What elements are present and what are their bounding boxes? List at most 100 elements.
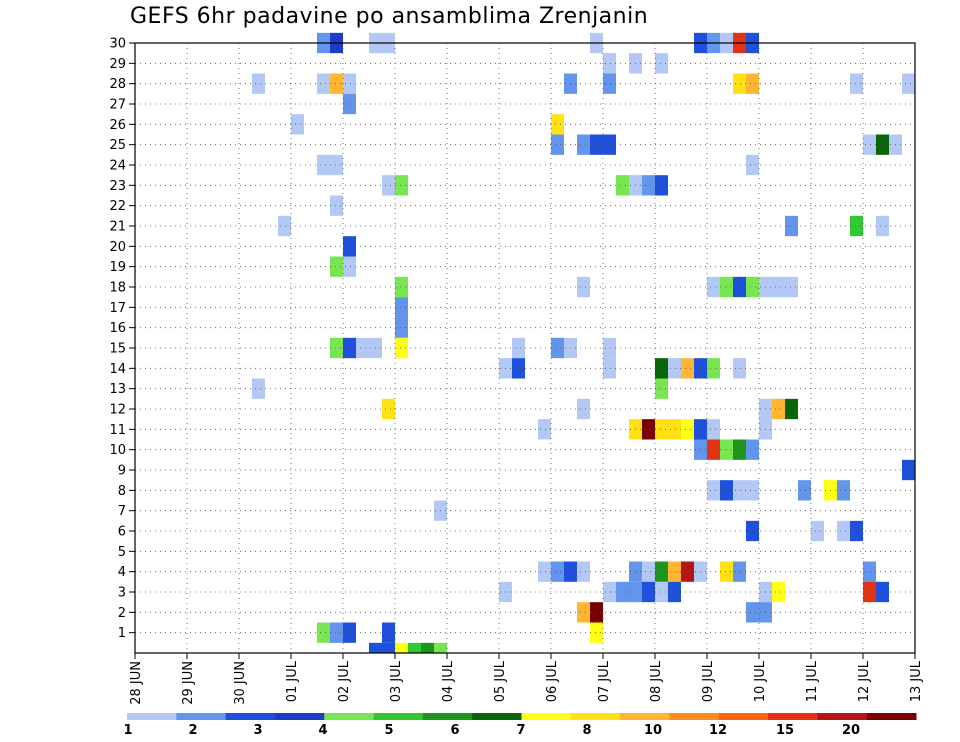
colorbar-segment <box>570 713 621 720</box>
heatmap-cell <box>681 561 694 582</box>
y-tick-label: 2 <box>118 606 126 621</box>
heatmap-cell <box>395 642 408 653</box>
heatmap-cell <box>616 581 629 603</box>
heatmap-cell <box>603 581 616 603</box>
y-tick-label: 17 <box>109 301 126 316</box>
colorbar-label: 10 <box>644 723 662 738</box>
heatmap-cell <box>863 561 876 582</box>
x-tick-label: 05 JUL <box>493 660 508 702</box>
y-tick-label: 10 <box>109 443 126 458</box>
colorbar-segment <box>472 713 522 720</box>
colorbar-label: 8 <box>582 723 591 738</box>
heatmap-cell <box>330 622 343 643</box>
y-tick-label: 16 <box>109 321 126 336</box>
heatmap-cell <box>655 175 668 196</box>
heatmap-cell <box>395 317 408 338</box>
colorbar-segment <box>225 713 276 720</box>
colorbar-segment <box>768 713 818 720</box>
heatmap-cell <box>811 520 824 542</box>
y-tick-label: 25 <box>109 138 126 153</box>
heatmap-cell <box>382 622 395 643</box>
heatmap-cell <box>902 459 915 481</box>
x-tick-label: 06 JUL <box>545 660 560 702</box>
grid-layer <box>135 43 915 653</box>
y-tick-label: 11 <box>109 423 126 438</box>
heatmap-cell <box>408 642 421 653</box>
heatmap-cell <box>395 276 408 298</box>
y-tick-label: 4 <box>118 565 126 580</box>
colorbar-segment <box>127 713 177 720</box>
colorbar-segment <box>620 713 670 720</box>
heatmap-cell <box>668 358 681 379</box>
y-tick-label: 18 <box>109 281 126 296</box>
heatmap-cell <box>317 154 330 176</box>
x-tick-label: 28 JUN <box>129 661 144 705</box>
x-tick-label: 30 JUN <box>233 661 248 705</box>
heatmap-cell <box>850 73 863 94</box>
heatmap-cell <box>655 581 668 603</box>
x-tick-label: 01 JUL <box>285 660 300 702</box>
heatmap-cell <box>278 215 291 237</box>
heatmap-cell <box>434 642 447 653</box>
heatmap-cell <box>590 622 603 643</box>
heatmap-cell <box>902 73 915 94</box>
heatmap-cell <box>668 561 681 582</box>
heatmap-cell <box>590 134 603 155</box>
heatmap-cell <box>551 114 564 135</box>
colorbar-segment <box>373 713 424 720</box>
heatmap-cell <box>733 358 746 379</box>
heatmap-cell <box>785 398 798 420</box>
heatmap-cell <box>746 439 759 460</box>
heatmap-cell <box>733 561 746 582</box>
y-tick-label: 15 <box>109 342 126 357</box>
heatmap-cell <box>577 134 590 155</box>
colorbar-label: 12 <box>709 723 727 738</box>
heatmap-cell <box>577 561 590 582</box>
heatmap-cell <box>369 642 382 653</box>
heatmap-cell <box>356 337 369 359</box>
heatmap-cell <box>655 419 668 440</box>
y-tick-label: 9 <box>118 464 126 479</box>
heatmap-cell <box>603 134 616 155</box>
y-tick-label: 12 <box>109 403 126 418</box>
heatmap-cell <box>733 276 746 298</box>
y-tick-label: 6 <box>118 525 126 540</box>
heatmap-cell <box>876 215 889 237</box>
heatmap-cell <box>642 561 655 582</box>
chart-title: GEFS 6hr padavine po ansamblima Zrenjani… <box>130 4 649 29</box>
colorbar-segment <box>422 713 473 720</box>
heatmap-cell <box>330 337 343 359</box>
heatmap-cell <box>863 134 876 155</box>
x-tick-label: 07 JUL <box>597 660 612 702</box>
heatmap-cell <box>577 276 590 298</box>
colorbar-label: 5 <box>384 723 393 738</box>
heatmap-cell <box>330 73 343 94</box>
heatmap-cell <box>681 358 694 379</box>
y-tick-label: 30 <box>109 37 126 52</box>
heatmap-cell <box>746 276 759 298</box>
heatmap-cell <box>343 73 356 94</box>
x-tick-label: 10 JUL <box>753 660 768 702</box>
cells-layer <box>252 32 915 653</box>
heatmap-cell <box>720 480 733 501</box>
heatmap-cell <box>720 276 733 298</box>
y-tick-label: 1 <box>118 626 126 641</box>
y-tick-label: 20 <box>109 240 126 255</box>
y-tick-label: 24 <box>109 159 126 174</box>
heatmap-cell <box>395 297 408 318</box>
heatmap-cell <box>746 602 759 623</box>
heatmap-cell <box>785 276 798 298</box>
heatmap-cell <box>746 520 759 542</box>
colorbar-segment <box>718 713 769 720</box>
x-axis: 28 JUN 29 JUN 30 JUN 01 JUL 02 JUL 03 JUL 04 J… <box>129 653 924 705</box>
heatmap-cell <box>603 337 616 359</box>
heatmap-cell <box>798 480 811 501</box>
heatmap-cell <box>863 581 876 603</box>
x-tick-label: 29 JUN <box>181 661 196 705</box>
heatmap-cell <box>252 378 265 399</box>
x-tick-label: 12 JUL <box>857 660 872 702</box>
y-axis: 1234567891011121314151617181920212223242… <box>109 37 135 641</box>
y-tick-label: 14 <box>109 362 126 377</box>
heatmap-cell <box>837 520 850 542</box>
x-tick-label: 03 JUL <box>389 660 404 702</box>
